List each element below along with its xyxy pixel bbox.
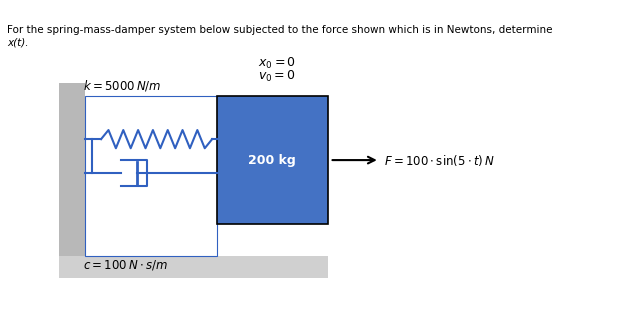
Text: $F=100\cdot\sin(5\cdot t)\,N$: $F=100\cdot\sin(5\cdot t)\,N$	[384, 153, 495, 167]
Bar	[217, 96, 328, 224]
Text: For the spring-mass-damper system below subjected to the force shown which is in: For the spring-mass-damper system below …	[7, 25, 553, 35]
Text: $v_0=0$: $v_0=0$	[258, 69, 296, 84]
Text: $c=100\,N\cdot s/m$: $c=100\,N\cdot s/m$	[83, 259, 168, 272]
Text: $x_0=0$: $x_0=0$	[258, 56, 296, 71]
Bar	[59, 83, 84, 256]
Bar	[59, 256, 328, 279]
Bar	[84, 96, 217, 256]
Text: 200 kg: 200 kg	[248, 154, 296, 166]
Text: x(t).: x(t).	[7, 37, 29, 47]
Text: $k=5000\,N/m$: $k=5000\,N/m$	[83, 78, 161, 93]
